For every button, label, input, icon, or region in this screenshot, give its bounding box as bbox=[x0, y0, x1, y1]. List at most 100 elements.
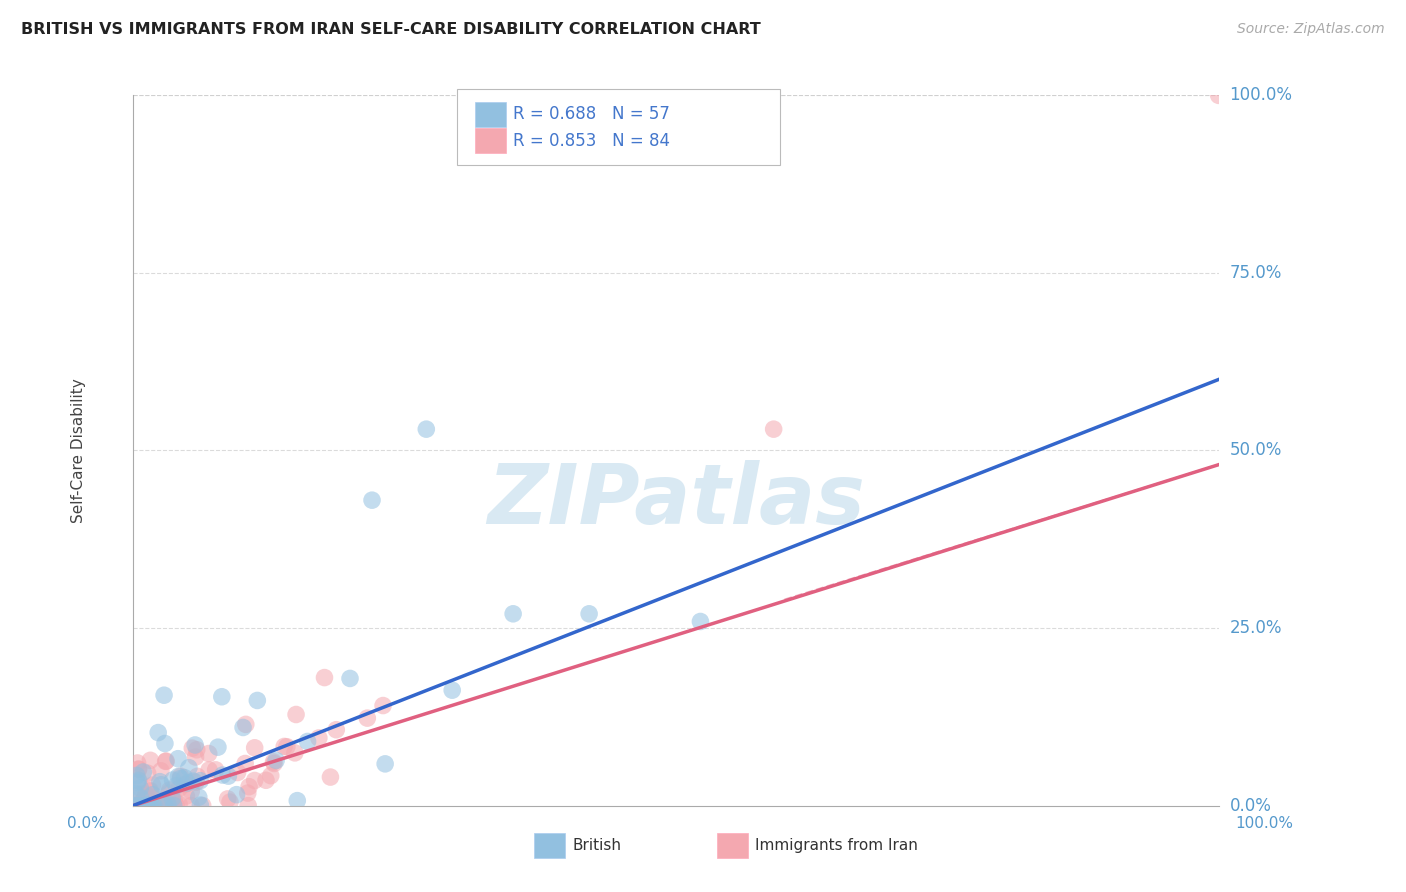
Point bbox=[157, 786, 180, 800]
Point bbox=[339, 672, 361, 686]
Point bbox=[191, 798, 214, 813]
Point bbox=[167, 797, 190, 812]
Point bbox=[374, 756, 396, 771]
Text: Immigrants from Iran: Immigrants from Iran bbox=[755, 838, 918, 853]
Point bbox=[127, 773, 149, 788]
Point bbox=[132, 793, 155, 807]
Point bbox=[127, 775, 149, 789]
Point bbox=[139, 795, 162, 809]
Text: BRITISH VS IMMIGRANTS FROM IRAN SELF-CARE DISABILITY CORRELATION CHART: BRITISH VS IMMIGRANTS FROM IRAN SELF-CAR… bbox=[21, 22, 761, 37]
Point bbox=[165, 779, 187, 793]
Point bbox=[145, 798, 167, 813]
Text: Source: ZipAtlas.com: Source: ZipAtlas.com bbox=[1237, 22, 1385, 37]
Text: Self-Care Disability: Self-Care Disability bbox=[72, 378, 86, 523]
Point bbox=[125, 787, 148, 801]
Text: 0.0%: 0.0% bbox=[1229, 797, 1271, 814]
Point bbox=[184, 750, 207, 764]
Point bbox=[198, 763, 221, 777]
Point bbox=[169, 772, 191, 786]
Point bbox=[243, 740, 266, 755]
Point bbox=[135, 798, 157, 813]
Point bbox=[173, 771, 195, 785]
Text: British: British bbox=[572, 838, 621, 853]
Point bbox=[226, 765, 249, 780]
Point bbox=[135, 787, 157, 801]
Point bbox=[297, 734, 319, 748]
Point bbox=[181, 741, 204, 756]
Text: 100.0%: 100.0% bbox=[1236, 816, 1294, 831]
Point bbox=[141, 778, 163, 792]
Point bbox=[139, 798, 162, 813]
Point bbox=[232, 721, 254, 735]
Point bbox=[127, 762, 149, 776]
Point bbox=[689, 615, 711, 629]
Point bbox=[125, 798, 148, 813]
Point bbox=[128, 774, 150, 789]
Point bbox=[122, 798, 145, 813]
Point bbox=[142, 788, 165, 802]
Point bbox=[176, 776, 198, 790]
Point bbox=[153, 798, 176, 813]
Point bbox=[131, 798, 153, 813]
Point bbox=[165, 798, 187, 813]
Point bbox=[235, 717, 257, 731]
Point bbox=[149, 798, 172, 813]
Point bbox=[139, 753, 162, 767]
Point bbox=[141, 798, 163, 813]
Point bbox=[197, 747, 219, 761]
Point bbox=[143, 791, 166, 805]
Point bbox=[188, 798, 211, 813]
Point bbox=[578, 607, 600, 621]
Point bbox=[125, 768, 148, 782]
Text: 25.0%: 25.0% bbox=[1229, 619, 1282, 637]
Point bbox=[132, 764, 155, 779]
Point bbox=[122, 798, 145, 813]
Point bbox=[132, 798, 155, 813]
Point bbox=[177, 761, 200, 775]
Point bbox=[128, 763, 150, 777]
Point bbox=[162, 772, 184, 787]
Point bbox=[207, 740, 229, 755]
Point bbox=[139, 798, 162, 813]
Point bbox=[153, 737, 176, 751]
Text: 75.0%: 75.0% bbox=[1229, 264, 1282, 282]
Point bbox=[143, 798, 166, 813]
Point bbox=[263, 756, 285, 771]
Point bbox=[285, 794, 308, 808]
Point bbox=[441, 683, 464, 698]
Point bbox=[184, 738, 207, 752]
Point bbox=[149, 774, 172, 789]
Point bbox=[284, 746, 307, 760]
Point bbox=[183, 774, 205, 789]
Point bbox=[153, 688, 176, 702]
Point bbox=[141, 798, 163, 813]
Point bbox=[163, 798, 186, 813]
Point bbox=[167, 752, 190, 766]
Point bbox=[135, 798, 157, 813]
Point bbox=[150, 778, 173, 792]
Text: 50.0%: 50.0% bbox=[1229, 442, 1282, 459]
Point bbox=[127, 756, 149, 770]
Point bbox=[145, 798, 167, 813]
Text: R = 0.688   N = 57: R = 0.688 N = 57 bbox=[513, 105, 671, 123]
Point bbox=[160, 798, 183, 813]
Point bbox=[162, 798, 184, 813]
Point bbox=[139, 783, 162, 797]
Point bbox=[163, 793, 186, 807]
Point bbox=[219, 795, 242, 809]
Point bbox=[264, 753, 287, 767]
Point bbox=[138, 798, 160, 813]
Point bbox=[142, 798, 165, 813]
Point bbox=[246, 693, 269, 707]
Point bbox=[204, 763, 226, 777]
Point bbox=[211, 690, 233, 704]
Point bbox=[361, 493, 384, 508]
Point bbox=[184, 775, 207, 789]
Point bbox=[325, 723, 347, 737]
Point bbox=[243, 773, 266, 788]
Point bbox=[163, 798, 186, 813]
Point bbox=[176, 789, 198, 803]
Point bbox=[356, 711, 378, 725]
Point bbox=[174, 777, 197, 791]
Point bbox=[217, 769, 239, 783]
